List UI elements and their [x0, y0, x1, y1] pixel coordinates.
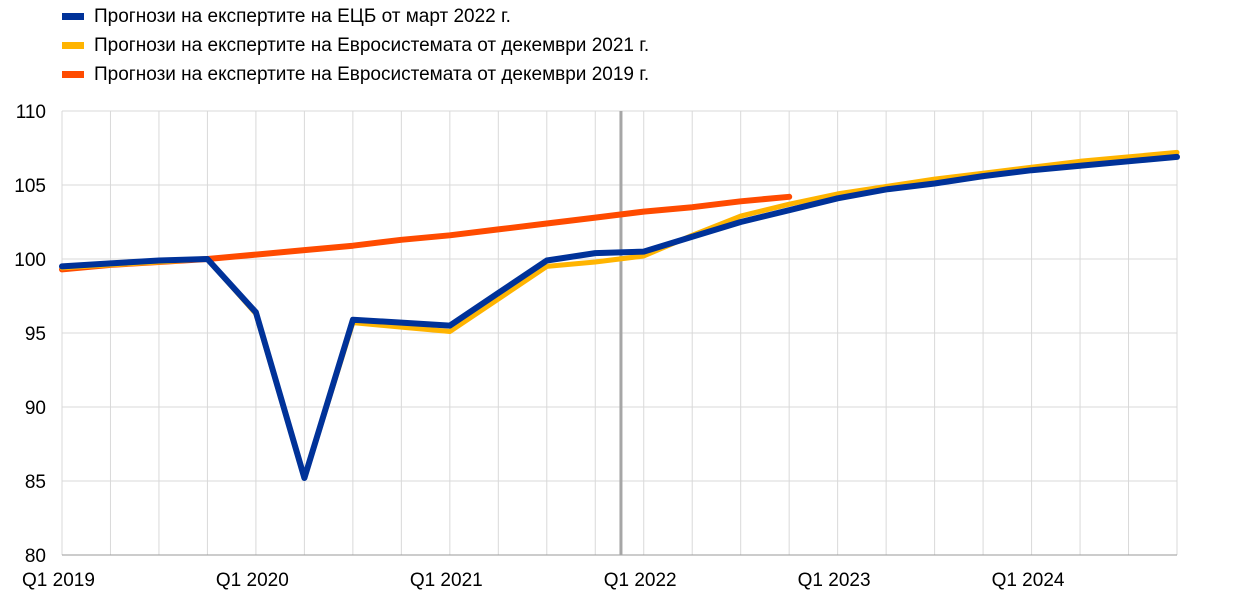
- x-tick-label: Q1 2024: [992, 570, 1065, 591]
- tick-labels: 80 85 90 95 100 105 110 Q1 2019 Q1 2020 Q1 2021 Q1…: [14, 102, 1065, 591]
- legend: Прогнози на експертите на ЕЦБ от март 20…: [62, 2, 649, 89]
- y-tick-label: 105: [14, 176, 46, 197]
- y-tick-label: 100: [14, 250, 46, 271]
- axes: [62, 111, 1177, 556]
- series-lines: [59, 149, 1180, 481]
- x-tick-label: Q1 2022: [604, 570, 677, 591]
- x-tick-label: Q1 2019: [22, 570, 95, 591]
- legend-label: Прогнози на експертите на ЕЦБ от март 20…: [94, 5, 511, 27]
- legend-swatch-ecb-march-2022: [62, 13, 84, 20]
- legend-label: Прогнози на експертите на Евросистемата …: [94, 63, 650, 85]
- legend-item-eurosystem-dec-2021: Прогнози на експертите на Евросистемата …: [62, 31, 649, 60]
- legend-item-ecb-march-2022: Прогнози на експертите на ЕЦБ от март 20…: [62, 2, 649, 31]
- legend-swatch-eurosystem-dec-2021: [62, 42, 84, 49]
- legend-label: Прогнози на експертите на Евросистемата …: [94, 34, 650, 56]
- x-tick-label: Q1 2021: [410, 570, 483, 591]
- x-tick-label: Q1 2023: [798, 570, 871, 591]
- legend-item-eurosystem-dec-2019: Прогнози на експертите на Евросистемата …: [62, 60, 649, 89]
- legend-swatch-eurosystem-dec-2019: [62, 71, 84, 78]
- series-line-0: [59, 153, 1180, 481]
- y-tick-label: 95: [25, 324, 46, 345]
- x-tick-label: Q1 2020: [216, 570, 289, 591]
- y-tick-label: 85: [25, 472, 46, 493]
- y-tick-label: 90: [25, 398, 46, 419]
- y-tick-label: 80: [25, 546, 46, 567]
- y-tick-label: 110: [16, 102, 46, 123]
